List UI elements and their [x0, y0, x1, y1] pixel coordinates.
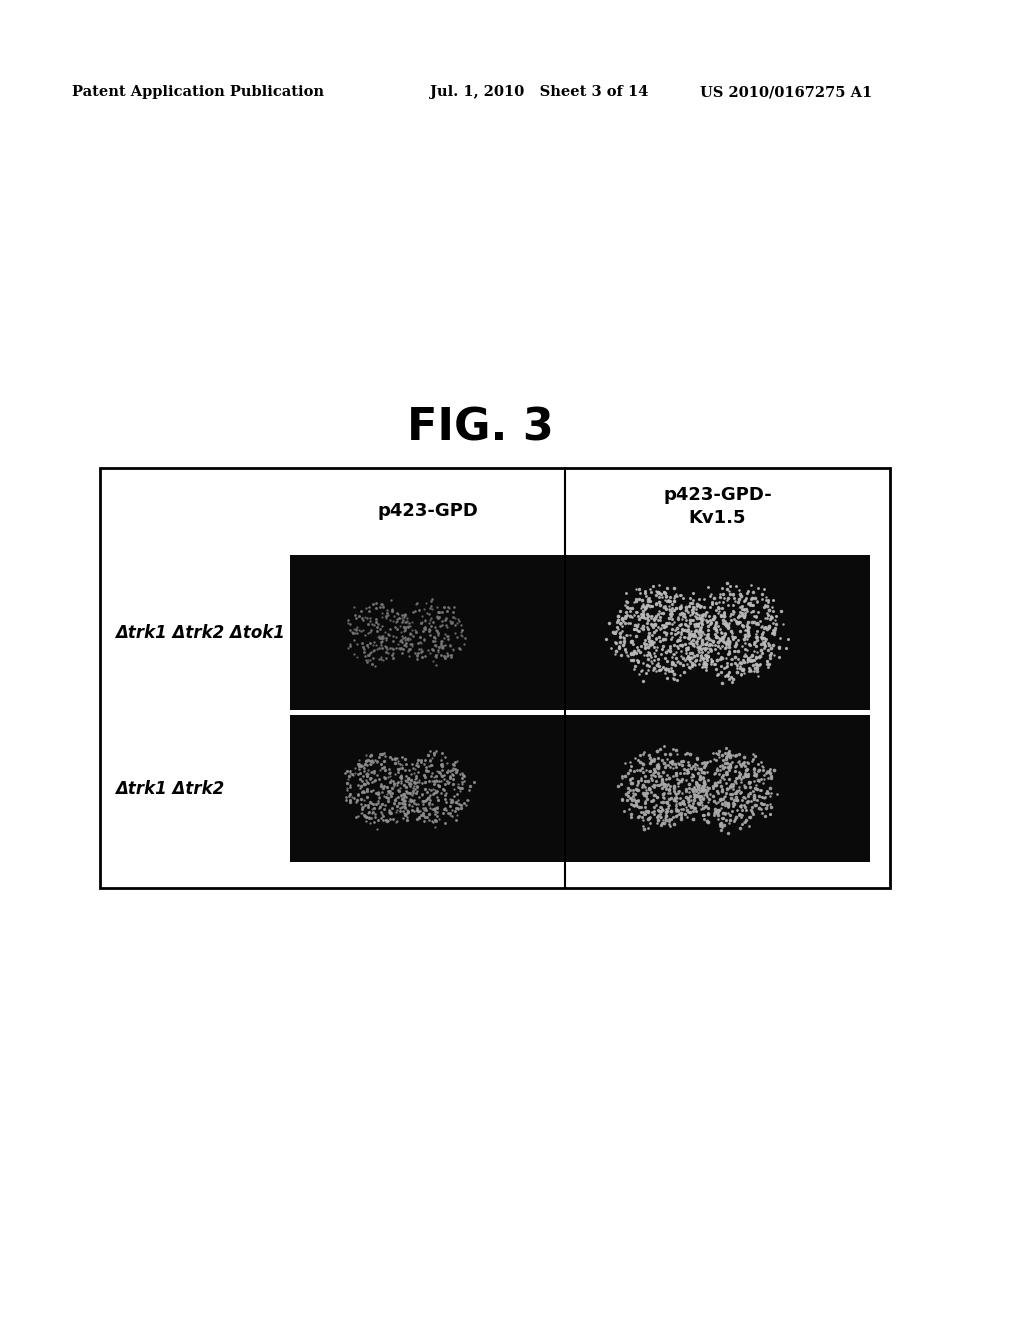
Text: p423-GPD: p423-GPD	[377, 503, 478, 520]
Bar	[100, 469, 890, 888]
Text: Δtrk1 Δtrk2: Δtrk1 Δtrk2	[115, 780, 224, 797]
Text: p423-GPD-
Kv1.5: p423-GPD- Kv1.5	[664, 486, 772, 527]
Text: Δtrk1 Δtrk2 Δtok1: Δtrk1 Δtrk2 Δtok1	[115, 623, 285, 642]
Bar	[290, 554, 870, 710]
Text: US 2010/0167275 A1: US 2010/0167275 A1	[700, 84, 872, 99]
Text: Jul. 1, 2010   Sheet 3 of 14: Jul. 1, 2010 Sheet 3 of 14	[430, 84, 648, 99]
Text: FIG. 3: FIG. 3	[407, 407, 553, 450]
Bar	[290, 715, 870, 862]
Text: Patent Application Publication: Patent Application Publication	[72, 84, 324, 99]
